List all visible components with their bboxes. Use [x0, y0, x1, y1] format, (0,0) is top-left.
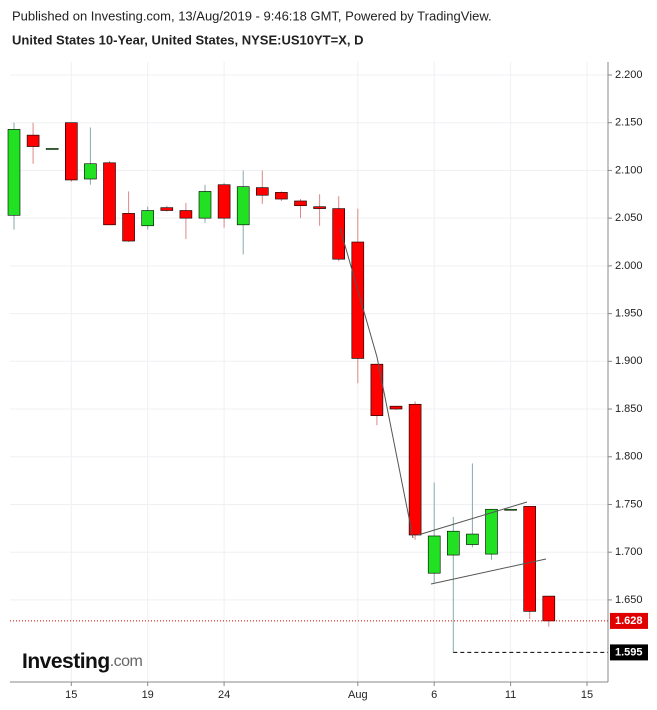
candle-body [370, 363, 384, 417]
y-tick-label: 1.650 [615, 594, 643, 606]
candle-body [141, 210, 154, 227]
x-tick-label: 6 [431, 689, 437, 701]
candle-body [466, 533, 479, 545]
candle-body [408, 403, 422, 536]
y-tick-label: 1.900 [615, 355, 643, 367]
y-tick-label: 1.750 [615, 498, 643, 510]
x-tick-label: 24 [218, 689, 230, 701]
candle-body [179, 210, 193, 219]
candle-body [275, 192, 288, 200]
candle-body [504, 508, 517, 511]
candle-body [26, 134, 40, 147]
y-tick-label: 2.100 [615, 164, 643, 176]
candle-body [7, 129, 21, 216]
candle-body [542, 595, 556, 622]
candles [7, 122, 556, 653]
candle-body [45, 148, 59, 150]
flag-line [430, 558, 547, 585]
candle-body [294, 200, 307, 207]
candle-body [389, 405, 403, 410]
flag-line [417, 501, 528, 536]
header: Published on Investing.com, 13/Aug/2019 … [12, 8, 492, 23]
candle-body [332, 208, 346, 260]
price-label: 1.628 [615, 615, 643, 627]
candle-body [351, 241, 365, 359]
candle-body [217, 184, 231, 219]
y-tick-label: 2.050 [615, 212, 643, 224]
x-tick-label: 15 [581, 689, 593, 701]
candle-body [84, 163, 97, 180]
logo-main: Investing [22, 650, 110, 673]
trend-line [339, 227, 414, 539]
candle-body [198, 191, 212, 219]
y-tick-label: 1.850 [615, 403, 643, 415]
candle-body [446, 530, 460, 556]
y-tick-label: 2.150 [615, 117, 643, 129]
y-tick-label: 1.700 [615, 546, 643, 558]
price-label-box [610, 644, 648, 661]
candle-body [160, 207, 174, 211]
chart-title: United States 10-Year, United States, NY… [12, 32, 363, 47]
drawings [339, 227, 547, 585]
y-tick-label: 2.200 [615, 69, 643, 81]
price-label-box [610, 612, 648, 629]
y-tick-label: 1.950 [615, 307, 643, 319]
candle-body [236, 186, 250, 226]
price-label: 1.595 [615, 646, 643, 658]
candle-body [65, 122, 78, 181]
logo-com: .com [110, 653, 143, 670]
x-tick-label: Aug [348, 689, 368, 701]
candle-body [313, 206, 326, 209]
candle-body [255, 187, 269, 196]
candle-body [485, 508, 498, 555]
x-tick-label: 15 [65, 689, 77, 701]
x-tick-label: 11 [505, 689, 516, 701]
candle-body [427, 535, 441, 574]
x-tick-label: 19 [142, 689, 154, 701]
logo: Investing.com [22, 650, 143, 673]
candle-body [103, 162, 116, 226]
y-tick-label: 1.800 [615, 451, 643, 463]
grid [10, 62, 608, 682]
y-tick-label: 2.000 [615, 260, 643, 272]
candle-body [523, 506, 537, 612]
candle-body [122, 213, 135, 242]
